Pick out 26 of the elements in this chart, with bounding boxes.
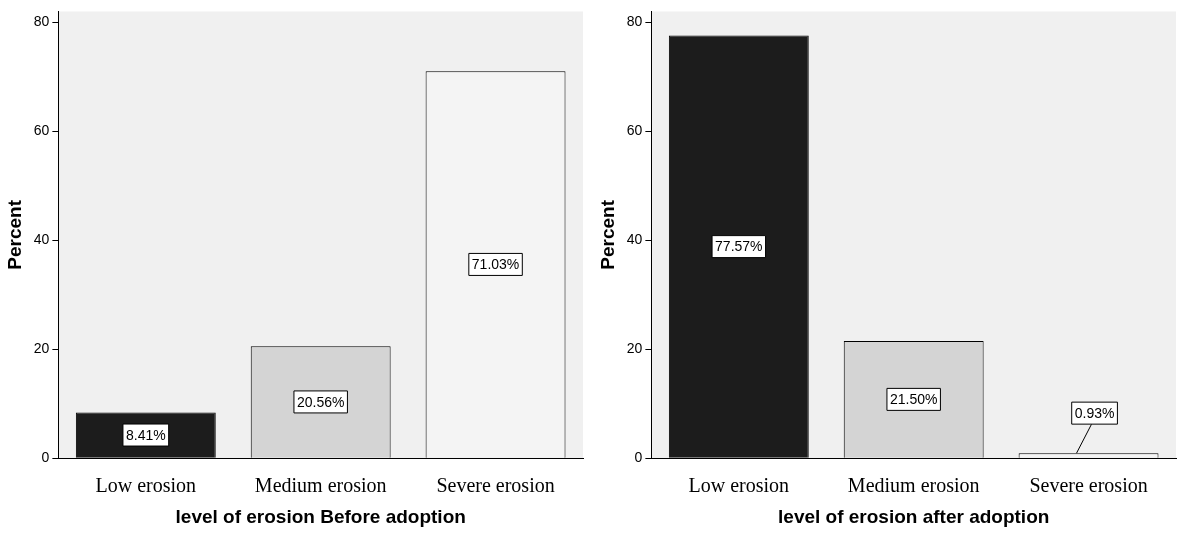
y-axis-title: Percent: [3, 199, 25, 270]
x-tick-label: Low erosion: [688, 474, 790, 497]
y-tick-label: 20: [33, 340, 50, 357]
x-tick-label: Medium erosion: [254, 474, 387, 497]
data-label: 77.57%: [715, 238, 763, 255]
x-tick-label: Severe erosion: [1029, 474, 1148, 497]
y-tick-label: 60: [33, 122, 50, 139]
data-label: 21.50%: [889, 391, 938, 408]
y-tick-label: 0: [41, 449, 50, 466]
x-tick-label: Medium erosion: [847, 474, 980, 497]
y-tick-label: 0: [634, 449, 643, 466]
y-axis-title: Percent: [596, 199, 618, 270]
data-label: 20.56%: [296, 393, 345, 410]
y-tick-label: 40: [33, 231, 50, 248]
y-tick-label: 40: [626, 231, 643, 248]
x-tick-label: Low erosion: [95, 474, 197, 497]
y-tick-label: 80: [33, 13, 50, 30]
x-tick-label: Severe erosion: [436, 474, 555, 497]
x-axis-title: level of erosion after adoption: [778, 505, 1050, 527]
data-label: 0.93%: [1074, 404, 1115, 421]
y-tick-label: 60: [626, 122, 643, 139]
x-axis-title: level of erosion Before adoption: [175, 505, 466, 527]
y-tick-label: 20: [626, 340, 643, 357]
y-tick-label: 80: [626, 13, 643, 30]
data-label: 8.41%: [125, 426, 166, 443]
data-label: 71.03%: [471, 256, 520, 273]
